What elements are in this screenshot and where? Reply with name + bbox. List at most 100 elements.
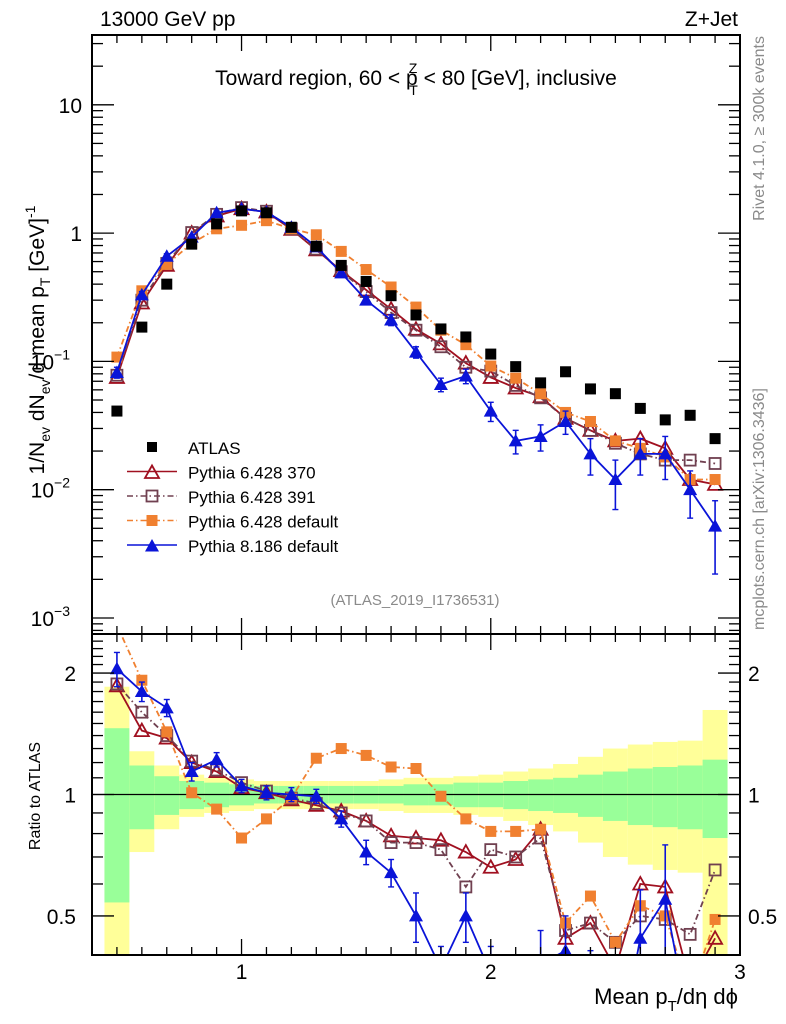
ratio-data-point: [633, 931, 648, 944]
main-data-point: [483, 404, 498, 417]
ratio-data-point: [457, 843, 475, 859]
ratio-data-point: [709, 913, 721, 925]
main-series-pythia-8-186-default: [109, 201, 723, 575]
main-data-point: [109, 365, 124, 378]
ratio-data-point: [410, 763, 422, 775]
y-tick-label: 10: [59, 95, 82, 118]
ratio-stat-uncertainty-band: [154, 776, 180, 815]
x-tick-label: 3: [734, 961, 746, 984]
plot-title: Toward region, 60 < pZ T < 80 [GeV], incl…: [215, 60, 617, 98]
ratio-data-point: [384, 836, 398, 849]
ratio-data-point: [484, 843, 498, 857]
ratio-data-point: [510, 825, 522, 837]
ratio-data-point: [683, 927, 697, 941]
x-tick-label: 1: [236, 961, 248, 984]
ratio-stat-uncertainty-band: [104, 728, 130, 903]
ratio-data-point: [460, 813, 472, 825]
main-data-point: [634, 402, 646, 414]
ratio-stat-uncertainty-band: [528, 779, 554, 812]
ratio-data-point: [334, 811, 349, 825]
main-data-point: [709, 433, 721, 445]
legend-item: ATLAS: [147, 439, 241, 458]
main-data-point: [334, 265, 349, 279]
ratio-data-point: [609, 936, 621, 948]
ratio-data-point: [434, 962, 448, 975]
ratio-data-point: [482, 858, 500, 874]
ratio-data-point: [706, 929, 724, 945]
ratio-series-pythia-6-428-default: [119, 634, 721, 955]
ratio-data-point: [435, 790, 447, 802]
legend-marker-icon: [145, 539, 159, 552]
legend-marker-icon: [145, 489, 159, 503]
main-data-point: [236, 205, 248, 217]
main-data-point: [161, 258, 173, 270]
ratio-y-tick-label: 2: [64, 663, 76, 686]
ratio-y-tick-label: 0.5: [47, 906, 76, 929]
main-data-point: [458, 368, 473, 382]
main-data-point: [111, 405, 123, 417]
ratio-data-point: [136, 674, 148, 686]
ratio-plot-panel: 2 2 1 1 0.5 0.5 1 2 3 Ratio to ATLAS Mean pT/dη…: [27, 633, 777, 1015]
ratio-data-point: [109, 661, 124, 675]
legend-marker-icon: [146, 515, 158, 526]
legend-label: Pythia 6.428 default: [188, 513, 339, 532]
ratio-data-point: [584, 916, 597, 930]
main-plot-panel: 10 1 10−1 10−2 10−3 Toward region, 60 < pZ T …: [22, 34, 741, 635]
main-data-point: [709, 474, 721, 486]
main-data-point: [535, 388, 547, 400]
main-data-point: [558, 414, 573, 427]
main-data-point: [385, 290, 397, 302]
y-tick-label: 10−1: [31, 346, 71, 374]
main-data-point: [285, 221, 297, 233]
ratio-data-point: [359, 845, 374, 858]
analysis-id-annotation: (ATLAS_2019_I1736531): [330, 592, 499, 609]
ratio-data-point: [135, 705, 149, 719]
ratio-stat-uncertainty-band: [702, 759, 728, 839]
legend-item: Pythia 6.428 370: [127, 464, 316, 483]
ratio-stat-uncertainty-band: [553, 777, 578, 813]
ratio-data-point: [186, 787, 198, 799]
ratio-data-point: [384, 865, 399, 879]
ratio-data-point: [509, 850, 523, 864]
main-data-point: [434, 340, 448, 354]
main-data-point: [260, 215, 272, 227]
ratio-data-point: [382, 826, 400, 843]
main-data-point: [633, 446, 648, 460]
ratio-y-tick-label-right: 0.5: [748, 906, 777, 929]
ratio-data-point: [385, 761, 397, 773]
main-data-point: [485, 348, 497, 360]
ratio-data-point: [458, 908, 473, 922]
main-data-point: [510, 372, 522, 384]
ratio-stat-uncertainty-band: [652, 766, 678, 828]
main-data-point: [410, 309, 422, 321]
main-data-point: [683, 453, 697, 467]
main-data-point: [435, 323, 447, 335]
ratio-data-point: [584, 890, 596, 902]
ratio-data-point: [108, 676, 126, 693]
main-data-point: [310, 229, 322, 241]
rivet-version-label: Rivet 4.1.0, ≥ 300k events: [751, 36, 768, 221]
ratio-data-point: [535, 823, 547, 835]
ratio-stat-uncertainty-band: [129, 765, 155, 830]
ratio-data-point: [409, 908, 423, 922]
main-data-point: [508, 433, 523, 447]
x-tick-label: 2: [485, 961, 497, 984]
ratio-series-line: [116, 685, 716, 955]
legend-label: Pythia 8.186 default: [188, 537, 339, 556]
main-data-point: [134, 287, 149, 301]
main-data-point: [583, 446, 598, 460]
main-series-pythia-6-428-391: [110, 201, 722, 470]
ratio-data-point: [708, 863, 722, 877]
ratio-data-point: [359, 814, 373, 828]
ratio-data-point: [161, 726, 173, 738]
mcplots-reference-label: mcplots.cern.ch [arXiv:1306.3436]: [751, 388, 768, 630]
ratio-data-point: [507, 850, 525, 866]
main-data-point: [260, 207, 272, 219]
main-data-point: [236, 219, 248, 231]
ratio-data-point: [133, 721, 151, 738]
legend-marker-icon: [147, 442, 157, 452]
ratio-data-point: [409, 836, 423, 849]
main-data-point: [708, 519, 723, 532]
legend-label: Pythia 6.428 391: [188, 488, 316, 507]
main-data-point: [659, 414, 671, 426]
